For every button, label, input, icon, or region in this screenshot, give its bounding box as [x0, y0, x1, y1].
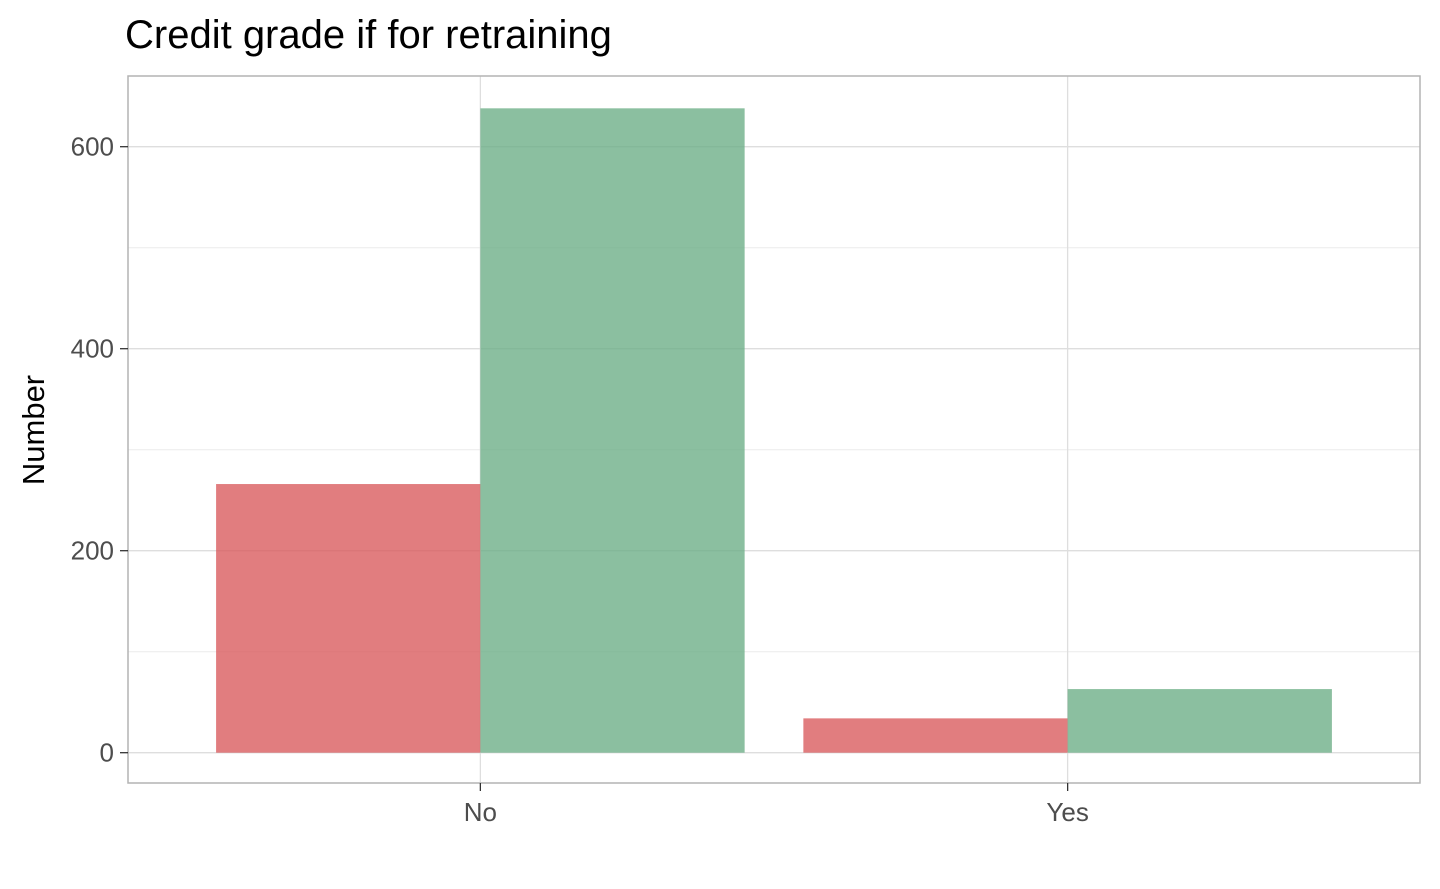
axes: 0 200 400 600 No Yes — [71, 132, 1089, 827]
bar-series2-no — [480, 108, 745, 753]
bars — [216, 108, 1332, 753]
bar-series1-no — [216, 484, 481, 753]
chart-title: Credit grade if for retraining — [125, 13, 612, 57]
x-tick-label: Yes — [1046, 797, 1088, 827]
y-axis-label: Number — [16, 375, 51, 485]
panel-border — [127, 75, 1421, 784]
y-tick-label: 600 — [71, 132, 114, 162]
y-tick-label: 400 — [71, 334, 114, 364]
y-tick-label: 0 — [100, 738, 114, 768]
bar-series1-yes — [803, 718, 1068, 753]
y-tick-label: 200 — [71, 536, 114, 566]
bar-series2-yes — [1067, 689, 1332, 753]
x-tick-label: No — [464, 797, 497, 827]
